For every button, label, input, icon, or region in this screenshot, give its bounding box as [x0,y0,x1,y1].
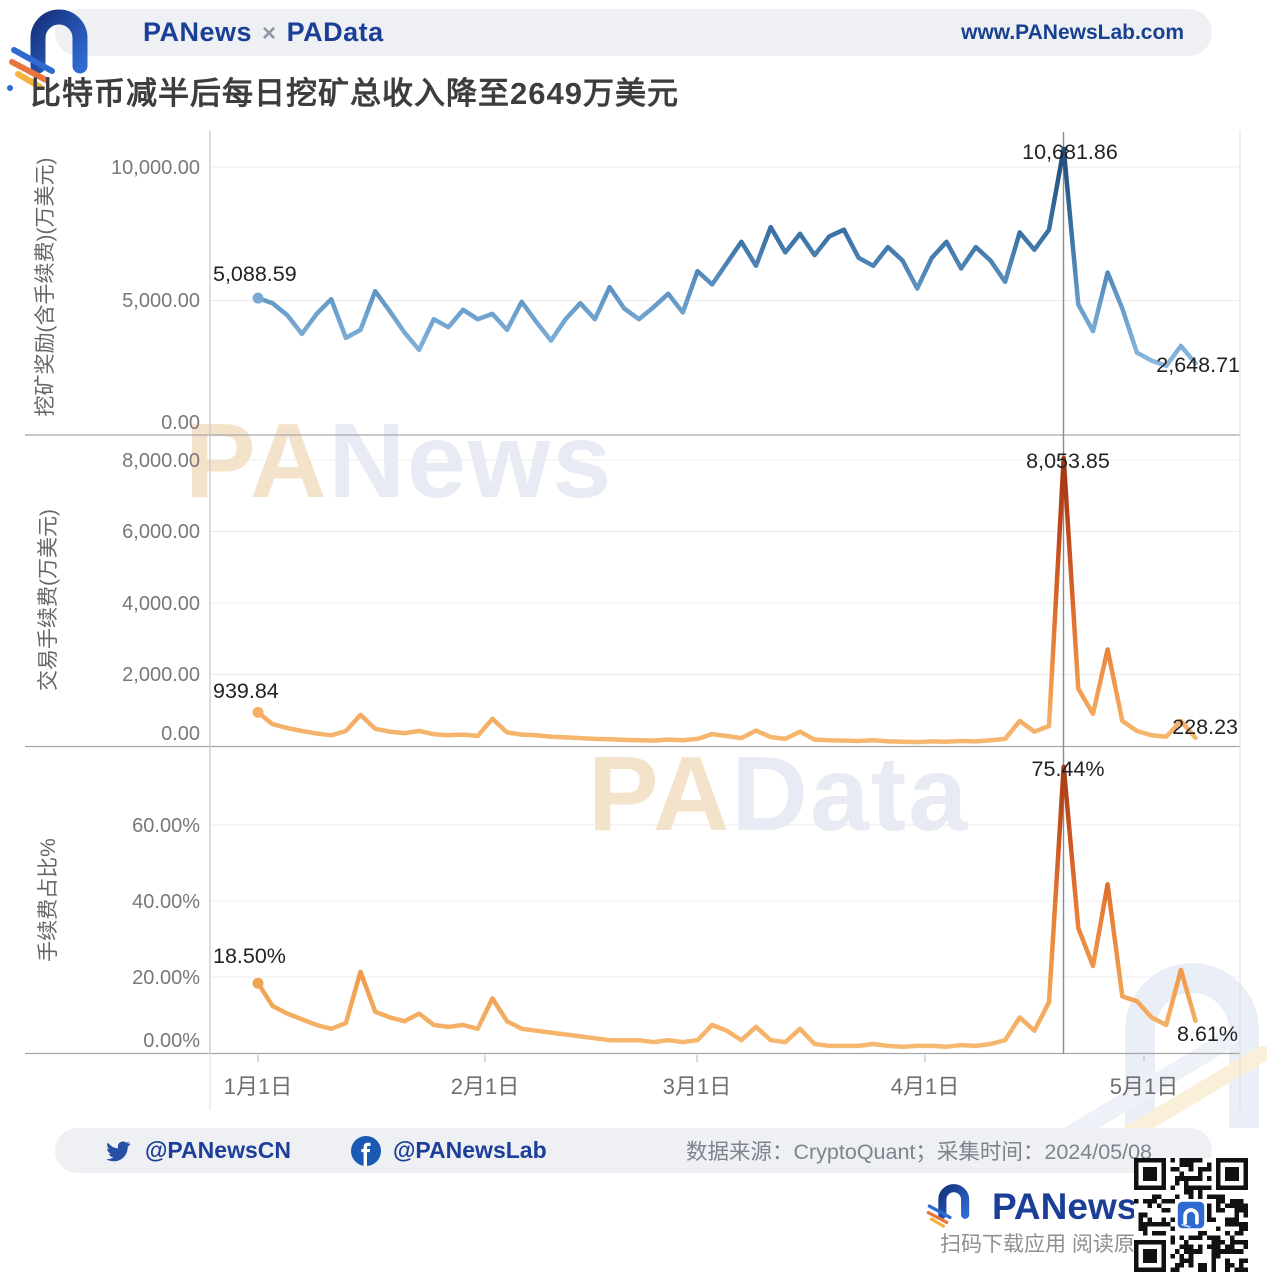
fee-share-start-dot [252,977,264,989]
watermark-panews: PANews [185,402,613,520]
axis-title-pct: 手续费占比% [37,838,60,962]
fees-first-label: 939.84 [213,679,279,703]
facebook-handle: @PANewsLab [392,1137,547,1163]
site-url: www.PANewsLab.com [961,20,1184,44]
ytick: 0.00 [161,412,200,434]
logo-stripe-orange [9,59,49,83]
axes [25,130,1241,1110]
fee-share-first-label: 18.50% [213,944,286,968]
twitter-icon [106,1140,131,1161]
xtick-mar: 3月1日 [663,1074,731,1099]
x-axis-labels: 1月1日 2月1日 3月1日 4月1日 5月1日 [224,1074,1178,1099]
page-title: 比特币减半后每日挖矿总收入降至2649万美元 [30,76,679,111]
ytick: 4,000.00 [122,593,200,615]
ytick: 40.00% [132,891,200,913]
facebook-handle-group: @PANewsLab [350,1135,547,1166]
logo-dot [7,85,13,91]
axis-title-fees: 交易手续费(万美元) [37,509,60,691]
brand-separator: × [262,20,277,47]
ytick: 10,000.00 [111,157,200,179]
brand-name-bottom: PANews [992,1186,1138,1227]
fee-share-last-label: 8.61% [1177,1022,1238,1046]
scan-hint-text: 扫码下载应用 阅读原文 [940,1233,1156,1256]
xtick-jan: 1月1日 [224,1074,292,1099]
data-source-note: 数据来源：CryptoQuant；采集时间：2024/05/08 [686,1140,1152,1164]
twitter-handle: @PANewsCN [145,1137,291,1163]
ytick: 0.00% [143,1030,200,1052]
qr-center-logo [1175,1199,1207,1231]
ytick: 2,000.00 [122,664,200,686]
fee-share-line-series [255,764,1198,1049]
panews-logo-icon [7,9,88,91]
footer-bar: @PANewsCN @PANewsLab 数据来源：CryptoQuant；采集… [55,1128,1212,1173]
brand-panews: PANews [143,17,253,47]
reward-last-label: 2,648.71 [1156,353,1240,377]
ytick: 8,000.00 [122,450,200,472]
ytick: 6,000.00 [122,521,200,543]
qr-code [1134,1158,1248,1272]
header-bar: PANews × PAData www.PANewsLab.com [55,9,1212,56]
x-tick-marks [257,1055,1145,1062]
reward-line-series [255,146,1198,369]
fees-peak-label: 8,053.85 [1026,449,1110,473]
axis-title-reward: 挖矿奖励(含手续费)(万美元) [34,158,57,417]
panews-logo-icon-bottom [926,1184,970,1228]
logo-stripe-blue [11,47,55,74]
fees-last-label: 228.23 [1172,715,1238,739]
brand-padata: PAData [286,17,384,47]
xtick-apr: 4月1日 [891,1074,959,1099]
reward-first-label: 5,088.59 [213,262,297,286]
ytick: 5,000.00 [122,290,200,312]
watermark-padata: PAData [588,735,969,853]
annotations: 5,088.59 10,681.86 2,648.71 939.84 8,053… [213,140,1240,1046]
brand-lockup: PANews × PAData [143,17,384,48]
y-axis-titles: 挖矿奖励(含手续费)(万美元) 交易手续费(万美元) 手续费占比% [34,158,60,962]
logo-stripe-yellow [15,71,43,90]
reward-start-dot [252,292,264,304]
fees-line-series [255,455,1198,745]
ytick: 20.00% [132,967,200,989]
ytick: 0.00 [161,723,200,745]
facebook-icon [350,1135,381,1166]
y-axis-labels: 10,000.00 5,000.00 0.00 8,000.00 6,000.0… [111,157,200,1052]
watermarks: PANews PAData [185,402,1267,1128]
xtick-feb: 2月1日 [451,1074,519,1099]
fee-share-peak-label: 75.44% [1032,757,1105,781]
ytick: 60.00% [132,815,200,837]
reward-peak-label: 10,681.86 [1022,140,1118,164]
fees-start-dot [252,706,264,718]
charts-canvas: PANews PAData 10,000. [25,130,1267,1128]
gridlines [210,166,1240,978]
logo-arch [30,9,88,74]
xtick-may: 5月1日 [1110,1074,1178,1099]
twitter-handle-group: @PANewsCN [103,1137,291,1164]
